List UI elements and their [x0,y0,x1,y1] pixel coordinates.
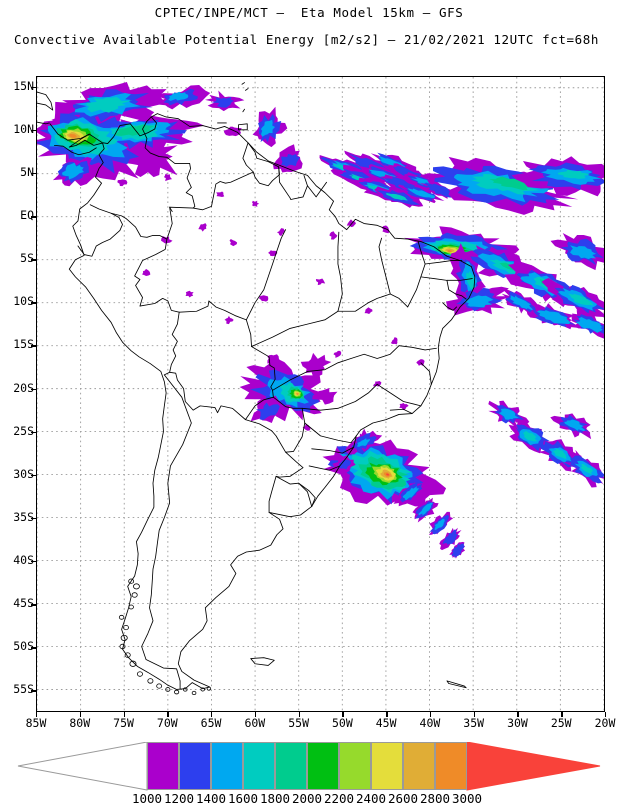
colorbar-cell [435,742,467,790]
colorbar-cell [307,742,339,790]
longitude-tick-label: 40W [419,716,441,730]
map-plot-area [36,76,605,712]
colorbar-cell [371,742,403,790]
longitude-tick-label: 75W [113,716,134,730]
latitude-tick-label: 5N [20,165,34,180]
longitude-tick-label: 50W [331,716,353,730]
longitude-tick-mark [386,712,388,717]
coastlines-and-borders [37,82,476,696]
longitude-tick-label: 25W [550,716,572,730]
latitude-tick-label: 25S [13,423,34,438]
latitude-tick-mark [31,345,36,347]
latitude-tick-mark [31,388,36,390]
latitude-tick-mark [31,690,36,692]
longitude-tick-mark [254,712,257,717]
latitude-tick-label: 5S [20,251,34,266]
latitude-tick-mark [31,431,36,434]
latitude-tick-label: EQ [20,208,34,223]
latitude-tick-label: 50S [13,639,34,654]
longitude-tick-mark [473,712,476,717]
longitude-tick-mark [79,712,82,717]
colorbar-cell [403,742,435,790]
colorbar-cell [275,742,307,790]
longitude-tick-mark [167,712,169,717]
figure-subtitle: CPTEC/INPE/MCT — Eta Model 15km — GFS [154,5,464,20]
latitude-tick-label: 30S [13,466,34,481]
latitude-tick-mark [31,216,36,218]
longitude-tick-label: 20W [594,716,616,730]
latitude-tick-mark [31,302,36,304]
colorbar-cell [147,742,179,790]
colorbar-cell [179,742,211,790]
latitude-tick-mark [31,129,36,132]
longitude-tick-label: 45W [375,716,397,730]
longitude-tick-mark [561,712,563,717]
latitude-tick-mark [31,173,36,175]
colorbar-cell [243,742,275,790]
longitude-tick-label: 70W [156,716,178,730]
longitude-tick-mark [298,712,300,717]
colorbar-cell [339,742,371,790]
longitude-tick-label: 80W [69,716,91,730]
cape-shaded-field [37,81,604,559]
latitude-tick-mark [31,604,36,606]
latitude-tick-label: 10N [13,121,34,136]
latitude-tick-label: 45S [13,596,34,611]
latitude-tick-mark [31,517,36,520]
latitude-tick-mark [31,86,36,89]
cape-colorbar: 1000 1200 1400 1600 1800 2000 2200 2400 2600 2800… [0,742,618,805]
longitude-tick-label: 60W [244,716,266,730]
latitude-tick-label: 35S [13,509,34,524]
latitude-tick-mark [31,259,36,261]
latitude-tick-label: 15S [13,337,34,352]
longitude-tick-mark [36,712,38,717]
latitude-tick-mark [31,561,36,563]
longitude-tick-mark [605,712,607,717]
longitude-tick-mark [517,712,519,717]
longitude-tick-label: 35W [463,716,485,730]
longitude-tick-label: 85W [25,716,47,730]
latitude-tick-label: 15N [13,78,34,93]
latitude-tick-label: 10S [13,294,34,309]
longitude-tick-label: 55W [288,716,309,730]
longitude-tick-mark [123,712,125,717]
latitude-tick-label: 40S [13,553,34,568]
colorbar-cell [211,742,243,790]
longitude-tick-mark [429,712,432,717]
latitude-tick-mark [31,647,36,649]
colorbar-tick-label: 3000 [451,791,483,806]
longitude-tick-mark [211,712,213,717]
longitude-tick-label: 65W [200,716,222,730]
latitude-tick-mark [31,474,36,477]
figure-title: Convective Available Potential Energy [m… [14,32,600,47]
longitude-tick-label: 30W [507,716,528,730]
latitude-tick-label: 20S [13,380,34,395]
longitude-tick-mark [342,712,344,717]
latitude-tick-label: 55S [13,682,34,697]
